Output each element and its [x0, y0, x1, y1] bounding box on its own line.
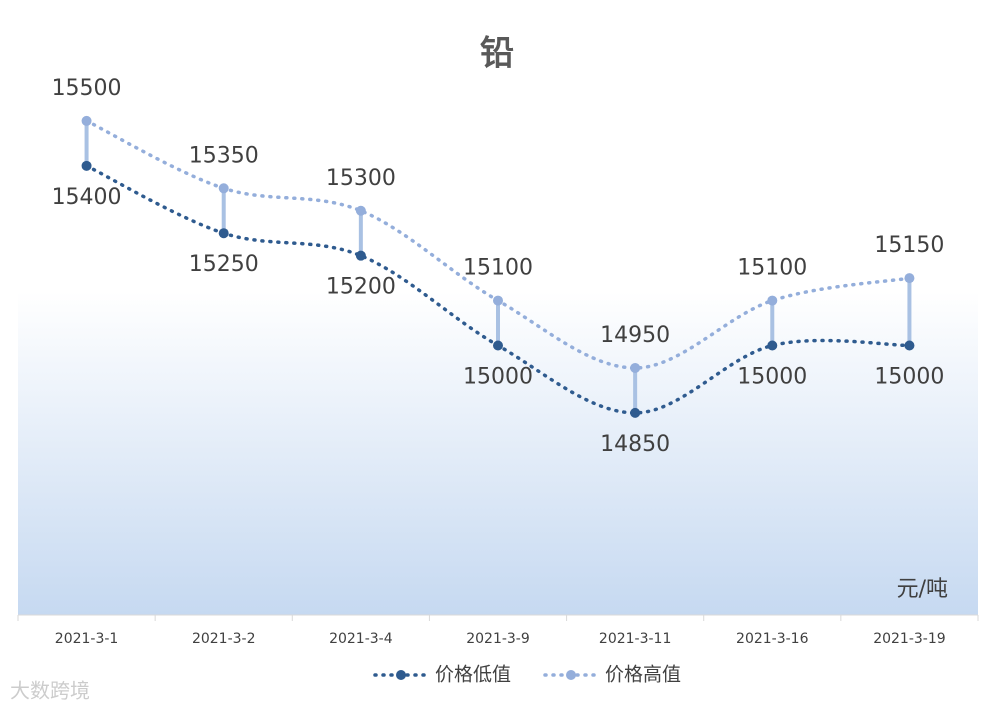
data-label: 15350: [189, 143, 259, 168]
x-tick-label: 2021-3-1: [55, 631, 119, 647]
data-label: 15400: [52, 185, 122, 210]
data-label: 15100: [463, 256, 533, 281]
legend-marker: [396, 670, 406, 680]
point: [904, 273, 915, 284]
data-label: 15500: [52, 76, 122, 101]
point: [630, 362, 641, 373]
point: [355, 205, 366, 216]
legend-label: 价格低值: [435, 664, 511, 686]
data-label: 15250: [189, 252, 259, 277]
point: [630, 407, 641, 418]
x-tick-label: 2021-3-4: [329, 631, 393, 647]
legend-label: 价格高值: [605, 664, 681, 686]
data-label: 15000: [463, 365, 533, 390]
x-tick-label: 2021-3-19: [873, 631, 945, 647]
x-tick-label: 2021-3-2: [192, 631, 256, 647]
point: [218, 183, 229, 194]
data-label: 15100: [737, 256, 807, 281]
point: [81, 115, 92, 126]
data-label: 15000: [874, 365, 944, 390]
x-tick-label: 2021-3-9: [466, 631, 530, 647]
point: [493, 295, 503, 306]
x-tick-label: 2021-3-11: [599, 631, 671, 647]
x-tick-label: 2021-3-16: [736, 631, 809, 647]
point: [81, 160, 92, 171]
data-label: 15300: [326, 166, 396, 191]
point: [355, 250, 366, 261]
data-label: 15150: [874, 233, 944, 258]
legend-marker: [566, 670, 576, 680]
chart-title: 铅: [480, 34, 514, 74]
point: [767, 295, 778, 306]
unit-label: 元/吨: [897, 577, 948, 602]
watermark: 大数跨境: [10, 679, 90, 703]
point: [767, 340, 778, 351]
data-label: 14950: [600, 323, 670, 348]
point: [904, 340, 915, 351]
point: [493, 340, 503, 351]
point: [218, 228, 229, 239]
data-label: 15000: [737, 365, 807, 390]
data-label: 14850: [600, 432, 670, 457]
data-label: 15200: [326, 275, 396, 300]
